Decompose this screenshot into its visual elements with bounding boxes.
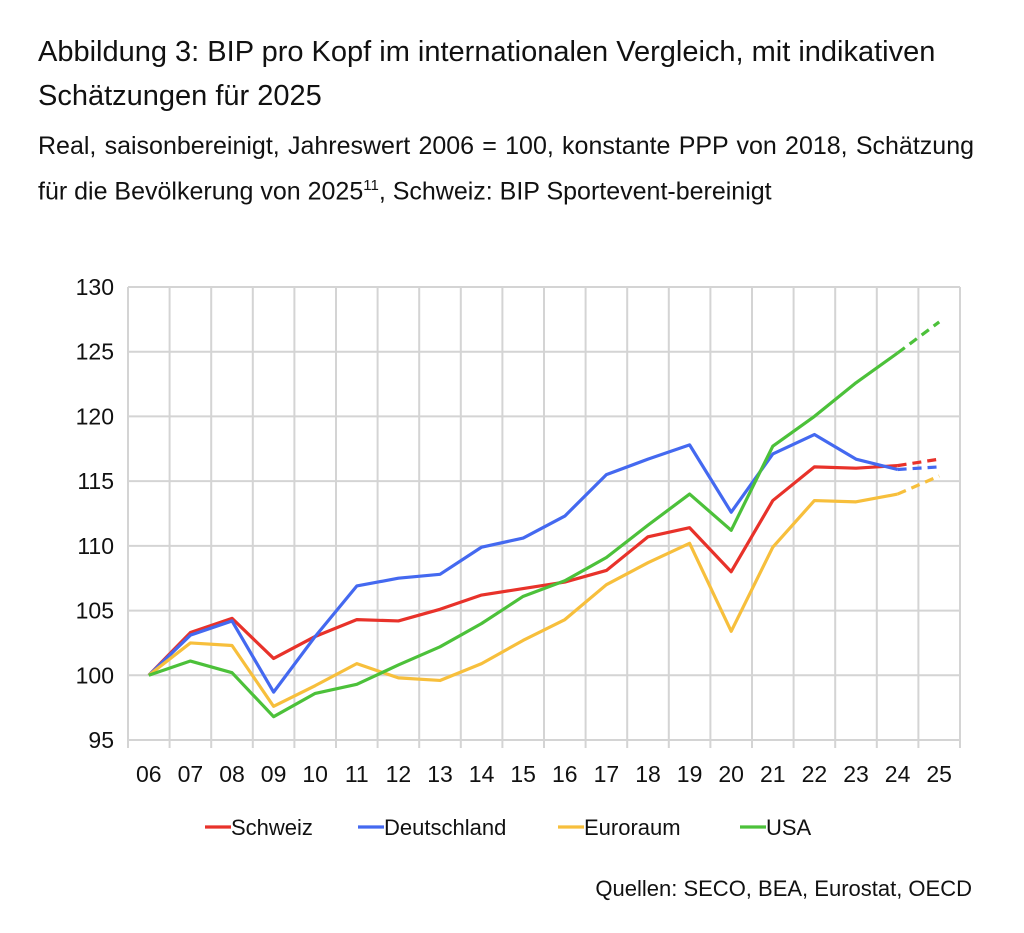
x-tick-label: 12 <box>386 761 412 787</box>
y-tick-label: 115 <box>77 468 114 494</box>
series-estimate-deutschland <box>897 465 940 472</box>
x-tick-label: 16 <box>552 761 578 787</box>
y-tick-label: 105 <box>76 598 114 624</box>
series-line-schweiz <box>147 464 898 677</box>
x-tick-label: 14 <box>469 761 495 787</box>
x-tick-label: 24 <box>885 761 911 787</box>
series-line-usa <box>148 351 899 719</box>
x-tick-label: 09 <box>261 761 287 787</box>
y-tick-label: 130 <box>76 274 114 300</box>
x-tick-label: 25 <box>926 761 952 787</box>
chart-subtitle: Real, saisonbereinigt, Jahreswert 2006 =… <box>38 126 974 211</box>
x-tick-label: 08 <box>219 761 245 787</box>
x-tick-label: 15 <box>510 761 536 787</box>
subtitle-text: Real, saisonbereinigt, Jahreswert 2006 =… <box>38 132 974 206</box>
x-tick-label: 20 <box>718 761 744 787</box>
x-tick-label: 23 <box>843 761 869 787</box>
series-line-euroraum <box>147 492 898 708</box>
x-tick-label: 21 <box>760 761 786 787</box>
series-estimate-euroraum <box>896 474 940 496</box>
legend-label: Euroraum <box>584 815 681 840</box>
x-tick-label: 19 <box>677 761 703 787</box>
footnote-marker: 11 <box>363 177 379 194</box>
x-tick-label: 06 <box>136 761 162 787</box>
x-tick-label: 17 <box>594 761 620 787</box>
series-estimate-schweiz <box>897 457 940 468</box>
y-tick-label: 125 <box>76 339 114 365</box>
series-line-deutschland <box>147 432 898 694</box>
y-tick-label: 95 <box>88 727 114 753</box>
series-estimate-usa <box>896 320 941 355</box>
y-tick-label: 120 <box>76 403 114 429</box>
source-note: Quellen: SECO, BEA, Eurostat, OECD <box>595 876 972 901</box>
x-tick-label: 13 <box>427 761 453 787</box>
y-tick-label: 110 <box>77 533 114 559</box>
x-tick-label: 11 <box>345 761 369 787</box>
legend-label: Schweiz <box>231 815 313 840</box>
chart-title: Abbildung 3: BIP pro Kopf im internation… <box>38 36 936 112</box>
subtitle-end: , Schweiz: BIP Sportevent-bereinigt <box>378 177 772 206</box>
x-tick-label: 18 <box>635 761 661 787</box>
x-tick-label: 10 <box>302 761 328 787</box>
x-tick-label: 22 <box>802 761 828 787</box>
y-tick-label: 100 <box>76 662 114 688</box>
legend-label: Deutschland <box>384 815 506 840</box>
x-tick-label: 07 <box>178 761 204 787</box>
legend-label: USA <box>766 815 812 840</box>
